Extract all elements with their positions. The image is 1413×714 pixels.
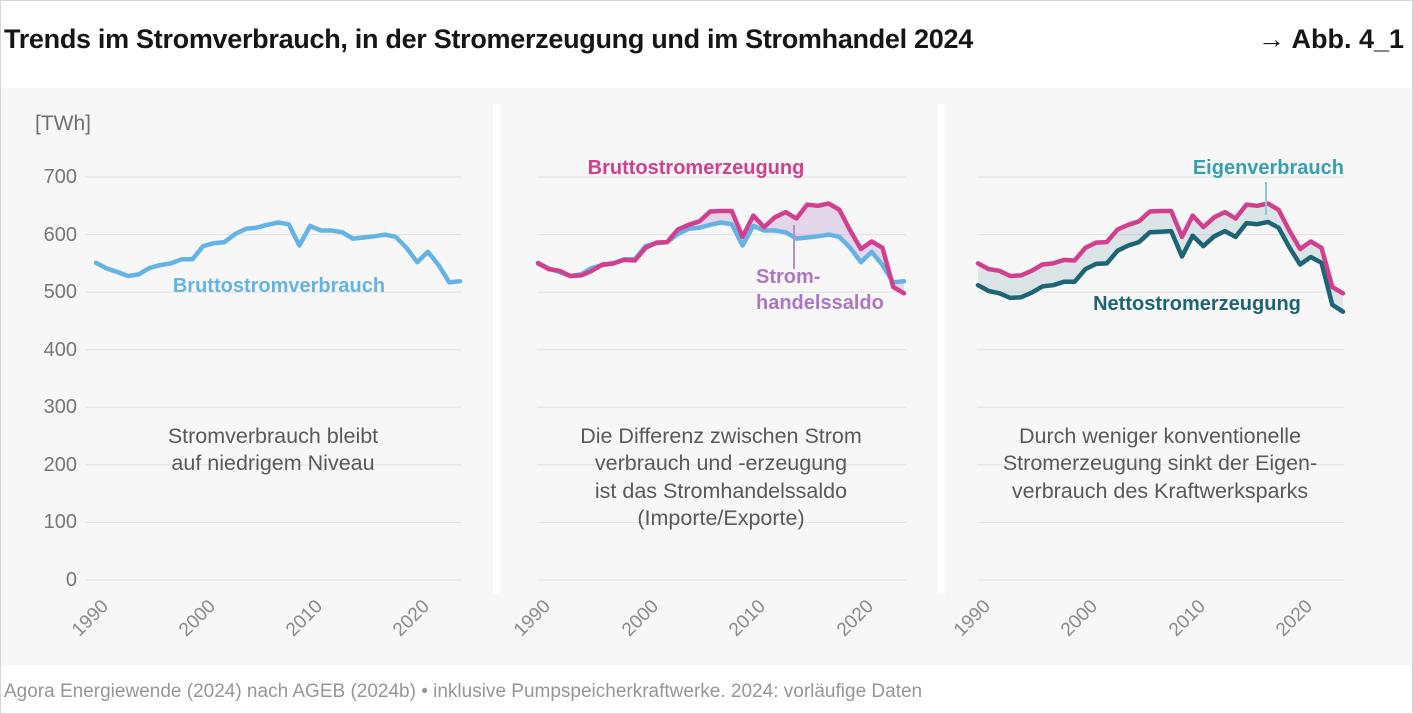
label-stromhandelssaldo: Strom- handelssaldo [756, 265, 884, 316]
annotation-line: Die Differenz zwischen Strom [580, 424, 862, 448]
footer: Agora Energiewende (2024) nach AGEB (202… [1, 665, 1412, 713]
annotation-line: (Importe/Exporte) [637, 506, 805, 531]
y-tick-label: 100 [43, 511, 77, 533]
label-stromhandelssaldo-line1: Strom- [756, 266, 821, 288]
y-tick-label: 500 [43, 281, 77, 303]
area-fill [538, 203, 904, 294]
annotation-panel3: Durch weniger konventionelle Stromerzeug… [950, 423, 1370, 505]
eigenverbrauch-pointer-line [1265, 182, 1267, 215]
label-eigenverbrauch: Eigenverbrauch [1192, 157, 1344, 179]
source-attribution: Agora Energiewende (2024) nach AGEB (202… [4, 681, 923, 702]
area-fill [978, 203, 1343, 312]
annotation-panel1: Stromverbrauch bleibt auf niedrigem Nive… [103, 423, 443, 478]
panel-separator [493, 104, 500, 594]
y-tick-label: 600 [43, 224, 77, 246]
annotation-line: verbrauch des Kraftwerksparks [1011, 478, 1309, 503]
y-tick-label: 200 [43, 454, 77, 476]
annotation-line: verbrauch und -erzeugung [594, 451, 848, 476]
series-line-nettostromerzeugung [975, 219, 1346, 314]
annotation-line: Stromverbrauch bleibt [167, 424, 379, 448]
series-line-bruttostromerzeugung [975, 201, 1346, 296]
header: Trends im Stromverbrauch, in der Stromer… [1, 1, 1412, 88]
saldo-pointer-line [793, 225, 795, 269]
series-line-bruttostromverbrauch [93, 220, 463, 285]
annotation-line: auf niedrigem Niveau [171, 451, 375, 476]
y-tick-label: 0 [65, 569, 77, 591]
label-stromhandelssaldo-line2: handelssaldo [756, 291, 884, 314]
label-bruttostromverbrauch: Bruttostromverbrauch [172, 275, 386, 297]
annotation-line: ist das Stromhandelssaldo [594, 478, 848, 503]
annotation-line: Stromerzeugung sinkt der Eigen- [1002, 451, 1318, 476]
y-tick-label: 700 [43, 166, 77, 188]
chart-canvas [85, 176, 1346, 581]
figure-reference: → Abb. 4_1 [1258, 24, 1405, 54]
y-tick-label: 300 [43, 396, 77, 418]
panel-separator [938, 104, 945, 594]
chart-region: [TWh] Bruttostromverbrauch Bruttostromer… [1, 88, 1412, 665]
series-line-bruttostromerzeugung [535, 201, 907, 296]
annotation-panel2: Die Differenz zwischen Strom verbrauch u… [531, 423, 911, 533]
y-tick-label: 400 [43, 339, 77, 361]
label-bruttostromerzeugung: Bruttostromerzeugung [587, 157, 805, 179]
label-nettostromerzeugung: Nettostromerzeugung [1093, 293, 1301, 315]
page-title: Trends im Stromverbrauch, in der Stromer… [4, 24, 973, 54]
y-axis-unit-label: [TWh] [35, 112, 91, 135]
annotation-line: Durch weniger konventionelle [1018, 424, 1302, 448]
